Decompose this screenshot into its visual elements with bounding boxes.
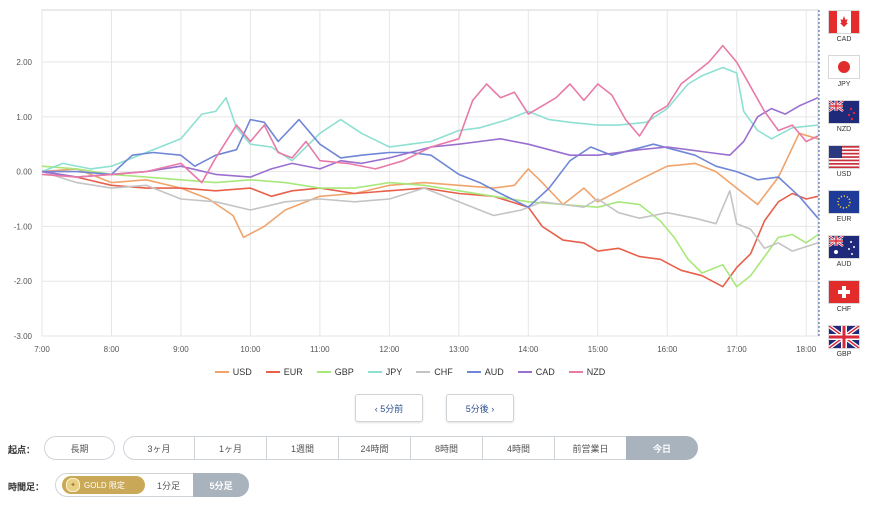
legend-item-jpy[interactable]: JPY (367, 367, 402, 377)
start-option-4h[interactable]: 4時間 (482, 436, 555, 460)
legend-item-cad[interactable]: CAD (517, 367, 555, 377)
uk-flag-icon (828, 325, 860, 349)
legend-swatch (517, 371, 532, 373)
x-tick-label: 14:00 (518, 345, 539, 354)
legend-swatch (367, 371, 382, 373)
legend-swatch (416, 371, 431, 373)
flag-aud[interactable]: AUD (828, 235, 860, 269)
legend-swatch (316, 371, 331, 373)
fx-strength-line-chart: 2.00 1.00 0.00 -1.00 -2.00 -3.007:00 8:00 9:00 1… (14, 9, 820, 354)
flag-nzd[interactable]: NZD (828, 100, 860, 134)
y-tick-label: 2.00 (16, 58, 32, 67)
japan-flag-icon (828, 55, 860, 79)
next-5min-button[interactable]: 5分後 › (446, 394, 514, 422)
x-tick-label: 17:00 (727, 345, 748, 354)
y-tick-label: 1.00 (16, 113, 32, 122)
start-option-3months[interactable]: 3ヶ月 (123, 436, 195, 460)
legend-item-chf[interactable]: CHF (416, 367, 453, 377)
y-tick-label: 0.00 (16, 168, 32, 177)
gold-coin-icon: ✦ (66, 478, 80, 492)
start-option-24h[interactable]: 24時間 (338, 436, 411, 460)
flag-gbp[interactable]: GBP (828, 325, 860, 359)
flag-eur[interactable]: EUR (828, 190, 860, 224)
flag-jpy[interactable]: JPY (828, 55, 860, 89)
x-tick-label: 15:00 (588, 345, 609, 354)
chart-legend: USD EUR GBP JPY CHF AUD CAD NZD (0, 367, 820, 377)
x-tick-label: 12:00 (379, 345, 400, 354)
x-tick-label: 8:00 (104, 345, 120, 354)
canada-flag-icon (828, 10, 860, 34)
series-line-cad (41, 96, 819, 178)
series-line-nzd (41, 44, 819, 184)
x-tick-label: 10:00 (240, 345, 261, 354)
eu-flag-icon (828, 190, 860, 214)
legend-swatch (214, 371, 229, 373)
start-option-today[interactable]: 今日 (626, 436, 698, 460)
legend-swatch (568, 371, 583, 373)
x-tick-label: 16:00 (657, 345, 678, 354)
gold-badge: ✦ GOLD 限定 (62, 476, 145, 494)
legend-swatch (265, 371, 280, 373)
australia-flag-icon (828, 235, 860, 259)
start-option-long[interactable]: 長期 (44, 436, 115, 460)
series-line-jpy (41, 66, 819, 173)
switzerland-flag-icon (828, 280, 860, 304)
x-tick-label: 13:00 (449, 345, 470, 354)
timeframe-option-1min[interactable]: 1分足 (156, 480, 180, 491)
timeframe-option-5min[interactable]: 5分足 (193, 473, 249, 497)
legend-item-usd[interactable]: USD (214, 367, 252, 377)
prev-5min-button[interactable]: ‹ 5分前 (355, 394, 423, 422)
y-tick-label: -3.00 (14, 332, 33, 341)
plot-area (41, 9, 819, 337)
series-line-aud (42, 118, 819, 219)
x-tick-label: 9:00 (173, 345, 189, 354)
x-tick-label: 18:00 (796, 345, 817, 354)
x-tick-label: 11:00 (310, 345, 330, 354)
legend-item-nzd[interactable]: NZD (568, 367, 605, 377)
legend-swatch (466, 371, 481, 373)
y-tick-label: -1.00 (14, 222, 33, 231)
legend-item-gbp[interactable]: GBP (316, 367, 354, 377)
timeframe-label: 時間足： (8, 482, 45, 492)
start-option-prev-business-day[interactable]: 前営業日 (554, 436, 627, 460)
legend-item-eur[interactable]: EUR (265, 367, 303, 377)
usa-flag-icon (828, 145, 860, 169)
flag-cad[interactable]: CAD (828, 10, 860, 44)
start-point-label: 起点： (8, 445, 36, 455)
y-tick-label: -2.00 (14, 277, 33, 286)
x-tick-label: 7:00 (34, 345, 50, 354)
new-zealand-flag-icon (828, 100, 860, 124)
legend-item-aud[interactable]: AUD (466, 367, 504, 377)
series-line-chf (41, 170, 819, 252)
start-option-8h[interactable]: 8時間 (410, 436, 483, 460)
series-line-eur (41, 170, 819, 288)
flag-usd[interactable]: USD (828, 145, 860, 179)
start-option-1month[interactable]: 1ヶ月 (194, 436, 267, 460)
start-option-1week[interactable]: 1週間 (266, 436, 339, 460)
flag-chf[interactable]: CHF (828, 280, 860, 314)
